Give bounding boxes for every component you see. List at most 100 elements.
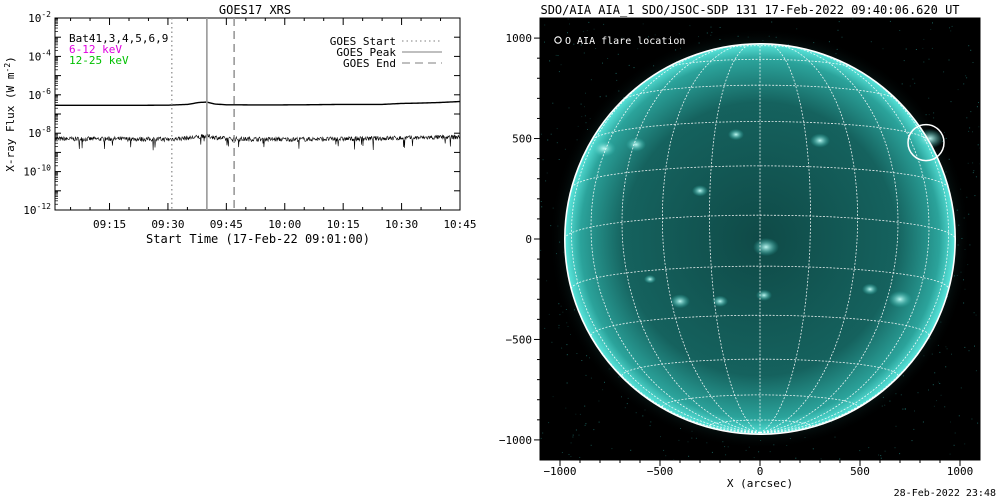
aia-x-axis: −1000 −500 0 500 1000 xyxy=(543,460,973,478)
noise-pixel xyxy=(575,413,577,415)
noise-pixel xyxy=(968,350,970,352)
noise-pixel xyxy=(758,451,760,453)
noise-pixel xyxy=(573,43,575,45)
noise-pixel xyxy=(552,396,554,398)
noise-pixel xyxy=(923,38,925,40)
noise-pixel xyxy=(663,449,665,451)
noise-pixel xyxy=(689,25,691,27)
noise-pixel xyxy=(889,20,891,22)
noise-pixel xyxy=(582,31,584,33)
noise-pixel xyxy=(593,429,595,431)
noise-pixel xyxy=(852,18,854,20)
noise-pixel xyxy=(642,415,644,417)
noise-pixel xyxy=(974,345,975,347)
goes-legend-label: GOES End xyxy=(343,57,396,70)
aia-x-tick-label: 500 xyxy=(850,465,870,478)
aia-x-tick-label: −1000 xyxy=(543,465,576,478)
noise-pixel xyxy=(868,447,870,449)
noise-pixel xyxy=(567,32,568,34)
noise-pixel xyxy=(976,106,978,108)
noise-pixel xyxy=(595,48,597,49)
noise-pixel xyxy=(895,425,897,427)
noise-pixel xyxy=(642,23,644,25)
goes-y-axis-label: X-ray Flux (W m-2) xyxy=(3,56,17,172)
noise-pixel xyxy=(834,436,836,438)
noise-pixel xyxy=(945,346,947,348)
noise-pixel xyxy=(586,30,588,32)
noise-pixel xyxy=(820,458,822,460)
noise-pixel xyxy=(559,314,561,316)
noise-pixel xyxy=(725,454,727,456)
goes-x-tick-label: 10:30 xyxy=(385,218,418,231)
noise-pixel xyxy=(698,36,699,38)
noise-pixel xyxy=(628,64,630,66)
goes-y-tick-label: 10-4 xyxy=(28,48,51,63)
noise-pixel xyxy=(561,347,563,349)
noise-pixel xyxy=(965,75,967,77)
noise-pixel xyxy=(550,133,552,135)
noise-pixel xyxy=(630,449,632,451)
noise-pixel xyxy=(637,48,639,50)
noise-pixel xyxy=(580,44,582,46)
noise-pixel xyxy=(558,324,560,326)
active-region xyxy=(888,290,912,308)
noise-pixel xyxy=(583,52,585,54)
noise-pixel xyxy=(581,360,583,361)
noise-pixel xyxy=(579,457,581,458)
longitude-line xyxy=(759,44,859,434)
noise-pixel xyxy=(719,27,721,28)
latitude-line xyxy=(591,121,929,141)
noise-pixel xyxy=(930,29,932,30)
noise-pixel xyxy=(949,27,950,29)
noise-pixel xyxy=(904,408,906,410)
noise-pixel xyxy=(972,172,974,174)
noise-pixel xyxy=(558,159,560,160)
goes-y-tick-label: 10-8 xyxy=(28,125,51,140)
noise-pixel xyxy=(544,327,546,329)
noise-pixel xyxy=(549,60,551,62)
noise-pixel xyxy=(944,131,945,133)
noise-pixel xyxy=(566,382,568,384)
goes-markers-group xyxy=(171,18,235,210)
noise-pixel xyxy=(951,353,952,355)
noise-pixel xyxy=(795,457,797,459)
longitude-line xyxy=(759,47,930,434)
aia-x-axis-label: X (arcsec) xyxy=(727,477,793,490)
noise-pixel xyxy=(678,33,680,35)
aia-image-title: SDO/AIA AIA_1 SDO/JSOC-SDP 131 17-Feb-20… xyxy=(540,3,959,17)
noise-pixel xyxy=(665,455,667,457)
noise-pixel xyxy=(584,424,586,426)
noise-pixel xyxy=(542,432,544,434)
goes-x-tick-label: 10:15 xyxy=(327,218,360,231)
noise-pixel xyxy=(932,384,934,386)
noise-pixel xyxy=(978,126,980,128)
noise-pixel xyxy=(975,370,977,372)
noise-pixel xyxy=(564,148,566,150)
noise-pixel xyxy=(624,407,626,409)
noise-pixel xyxy=(945,137,947,139)
aia-x-tick-label: 1000 xyxy=(947,465,974,478)
active-regions xyxy=(592,128,944,309)
noise-pixel xyxy=(917,392,919,394)
goes-band-label: 6-12 keV xyxy=(69,43,122,56)
noise-pixel xyxy=(796,28,798,30)
noise-pixel xyxy=(552,102,554,104)
noise-pixel xyxy=(922,47,924,49)
flare-legend-text: O AIA flare location xyxy=(565,36,685,47)
noise-pixel xyxy=(968,45,970,47)
aia-x-tick-label: 0 xyxy=(757,465,764,478)
noise-pixel xyxy=(546,280,548,282)
noise-pixel xyxy=(572,434,574,436)
noise-pixel xyxy=(966,77,968,79)
goes-y-tick-label: 10-2 xyxy=(28,10,51,25)
noise-pixel xyxy=(964,346,966,348)
noise-pixel xyxy=(585,374,587,376)
noise-pixel xyxy=(615,72,617,74)
goes-long-channel-line xyxy=(55,100,461,107)
active-region xyxy=(728,128,744,141)
goes-y-tick-label: 10-6 xyxy=(28,87,51,102)
noise-pixel xyxy=(633,67,635,69)
goes-y-axis: 10-2 10-4 10-6 10-8 10-10 10-12 xyxy=(23,10,460,217)
noise-pixel xyxy=(584,106,585,108)
noise-pixel xyxy=(567,18,569,20)
